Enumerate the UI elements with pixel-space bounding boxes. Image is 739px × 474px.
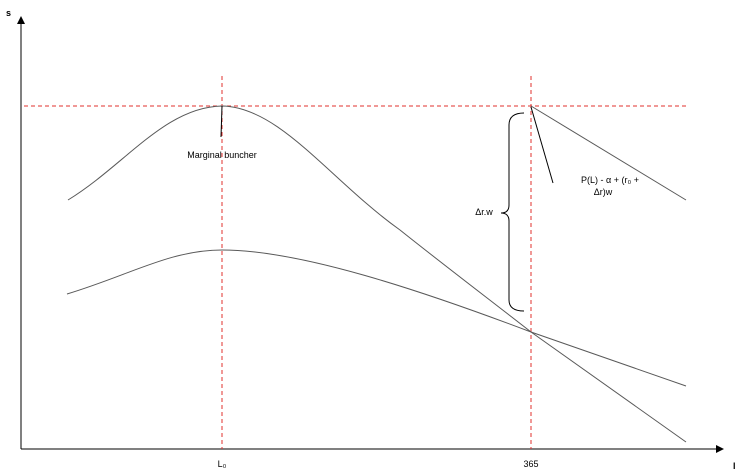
tick-label-l0: L₀ (218, 459, 227, 469)
upper-right-line (530, 105, 687, 201)
formula-label-line1: P(L) - α + (r₀ + (581, 175, 639, 185)
lower-curve (66, 249, 687, 387)
delta-brace (500, 112, 525, 312)
marginal-buncher-label: Marginal buncher (187, 150, 257, 160)
delta-label: Δr.w (475, 207, 493, 217)
x-axis-label: l (733, 461, 736, 471)
tick-label-365: 365 (523, 459, 538, 469)
upper-curve (67, 105, 687, 443)
formula-pointer-line (530, 106, 554, 184)
marginal-buncher-tick (220, 105, 223, 138)
formula-label-line2: Δr)w (594, 187, 613, 197)
y-axis-label: s (6, 8, 11, 18)
